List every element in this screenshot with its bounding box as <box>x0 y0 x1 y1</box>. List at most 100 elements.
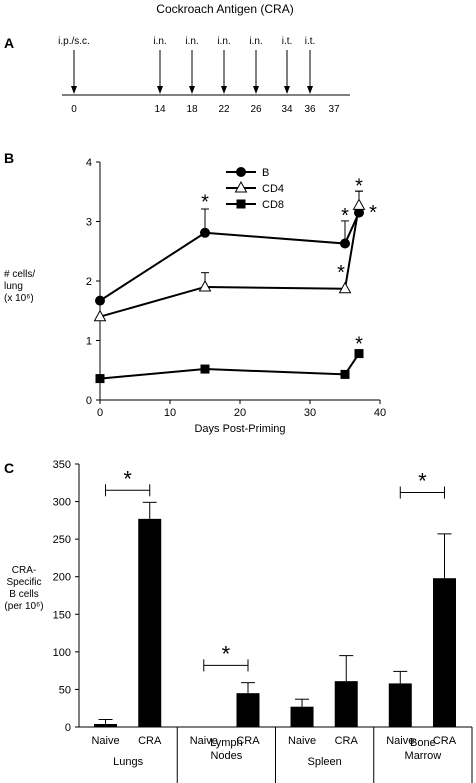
y-tick-label: 2 <box>86 276 92 288</box>
x-tick-label: 20 <box>234 407 246 419</box>
significance-star: * <box>369 202 377 224</box>
legend-label: CD8 <box>262 199 284 211</box>
significance-star: * <box>418 469 427 494</box>
timeline-event-label: i.t. <box>305 36 316 47</box>
panel-a-letter: A <box>4 35 14 51</box>
timeline-event-label: i.n. <box>153 36 166 47</box>
x-tick-label: 10 <box>164 407 176 419</box>
bar-label: CRA <box>433 735 457 747</box>
data-point <box>354 349 364 359</box>
group-label: Bone <box>410 737 436 749</box>
significance-star: * <box>355 333 363 355</box>
bar-label: CRA <box>335 735 359 747</box>
bar-label: CRA <box>138 735 162 747</box>
significance-star: * <box>222 641 231 666</box>
y-tick-label: 3 <box>86 217 92 229</box>
series-line <box>99 212 360 302</box>
data-point <box>234 180 248 193</box>
data-point <box>340 238 350 249</box>
data-point <box>236 167 246 177</box>
significance-star: * <box>341 205 349 227</box>
data-point <box>352 198 366 210</box>
y-tick-label: 250 <box>53 534 71 546</box>
y-tick-label: 50 <box>59 684 71 696</box>
timeline-tick-label: 0 <box>71 104 77 115</box>
data-point <box>95 374 105 384</box>
series-cd8 <box>95 349 364 384</box>
timeline-event-label: i.n. <box>217 36 230 47</box>
group-label: Lungs <box>113 756 143 768</box>
y-axis-label: lung <box>4 281 23 292</box>
bar <box>236 693 260 727</box>
significance-star: * <box>355 176 363 198</box>
legend: B CD4 CD8 <box>226 167 284 211</box>
bar-label: Naive <box>190 735 218 747</box>
bar-label: Naive <box>386 735 414 747</box>
bar <box>334 681 358 727</box>
bar <box>388 683 412 727</box>
x-tick-label: 0 <box>97 407 103 419</box>
y-axis-label: (x 10⁶) <box>4 293 34 304</box>
y-tick-label: 150 <box>53 609 71 621</box>
data-point <box>93 309 107 322</box>
y-axis-label: CRA- <box>12 565 36 576</box>
panel-c-letter: C <box>4 460 14 476</box>
bar-group: Naive CRA Lungs <box>91 501 178 783</box>
timeline-arrowhead <box>284 86 290 94</box>
legend-label: B <box>262 167 269 179</box>
bar-label: Naive <box>288 735 316 747</box>
bar-group: Naive CRA Spleen <box>288 655 375 783</box>
timeline: i.p./s.c. i.n. i.n. i.n. i.n. i.t. i.t. 0 14 18 22… <box>58 36 340 115</box>
bar-label: CRA <box>236 735 260 747</box>
timeline-tick-label: 18 <box>186 104 198 115</box>
x-tick-label: 40 <box>374 407 386 419</box>
bar <box>290 706 314 727</box>
y-tick-label: 0 <box>86 395 92 407</box>
bar <box>432 578 456 727</box>
data-point <box>340 369 350 379</box>
series-line <box>99 353 360 380</box>
significance-bracket: * <box>105 466 151 497</box>
significance-bracket: * <box>203 641 249 672</box>
significance-star: * <box>337 262 345 284</box>
group-label: Spleen <box>307 756 341 768</box>
timeline-tick-label: 34 <box>281 104 293 115</box>
y-axis-label: B cells <box>9 589 38 600</box>
y-axis-label: # cells/ <box>4 269 35 280</box>
group-label: Nodes <box>210 750 242 762</box>
y-tick-label: 0 <box>65 722 71 734</box>
y-tick-label: 350 <box>53 459 71 471</box>
timeline-arrowhead <box>157 86 163 94</box>
timeline-event-label: i.p./s.c. <box>58 36 90 47</box>
bar-label: Naive <box>91 735 119 747</box>
y-tick-label: 100 <box>53 647 71 659</box>
timeline-tick-label: 14 <box>154 104 166 115</box>
timeline-event-label: i.n. <box>249 36 262 47</box>
timeline-tick-label: 37 <box>328 104 340 115</box>
timeline-tick-label: 36 <box>304 104 316 115</box>
group-label: Marrow <box>405 750 442 762</box>
y-tick-label: 200 <box>53 572 71 584</box>
series-line <box>99 205 360 318</box>
timeline-arrowhead <box>307 86 313 94</box>
panel-a: A Cockroach Antigen (CRA) i.p./s.c. i.n. i… <box>4 2 350 115</box>
timeline-arrowhead <box>71 86 77 94</box>
data-point <box>198 279 212 292</box>
significance-bracket: * <box>399 469 445 499</box>
data-point <box>236 199 246 209</box>
panel-b-letter: B <box>4 150 14 166</box>
significance-star: * <box>123 466 132 491</box>
timeline-tick-label: 22 <box>218 104 230 115</box>
x-tick-label: 30 <box>304 407 316 419</box>
timeline-arrowhead <box>253 86 259 94</box>
data-point <box>338 281 352 294</box>
y-tick-label: 1 <box>86 336 92 348</box>
legend-label: CD4 <box>262 183 284 195</box>
